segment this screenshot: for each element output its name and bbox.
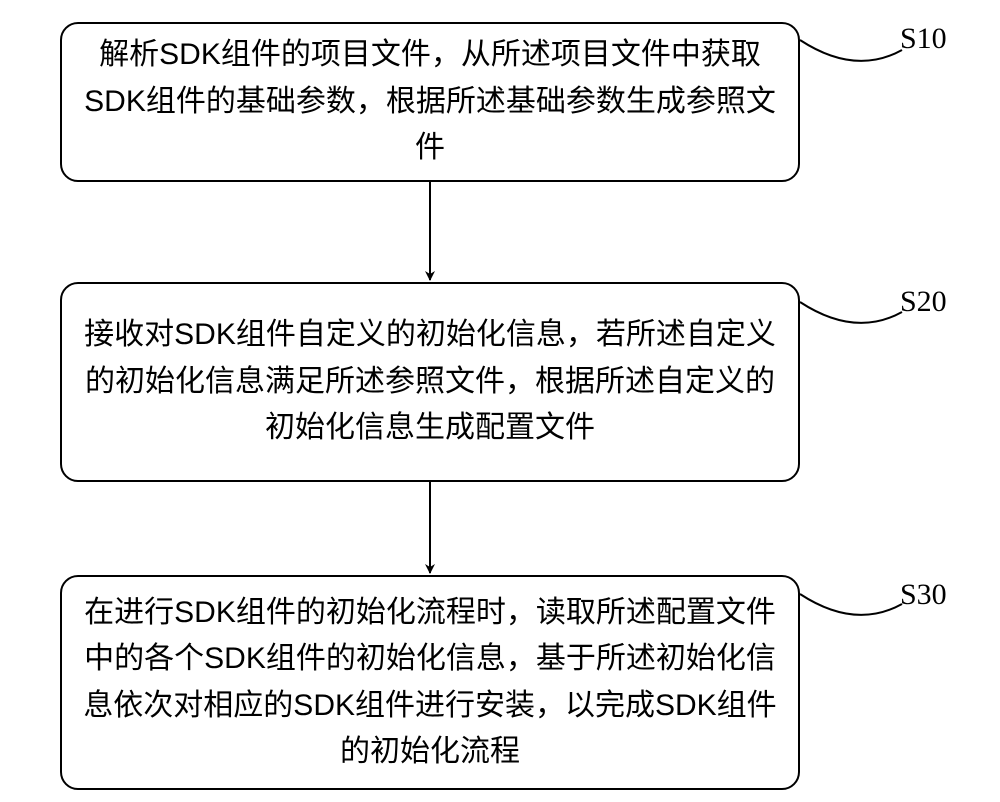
step-label-s20: S20 xyxy=(900,285,947,319)
flow-node-s20: 接收对SDK组件自定义的初始化信息，若所述自定义的初始化信息满足所述参照文件，根… xyxy=(60,282,800,482)
flow-node-s10: 解析SDK组件的项目文件，从所述项目文件中获取SDK组件的基础参数，根据所述基础… xyxy=(60,22,800,182)
step-label-s10: S10 xyxy=(900,22,947,56)
flow-node-s20-text: 接收对SDK组件自定义的初始化信息，若所述自定义的初始化信息满足所述参照文件，根… xyxy=(82,312,778,452)
flow-node-s10-text: 解析SDK组件的项目文件，从所述项目文件中获取SDK组件的基础参数，根据所述基础… xyxy=(82,32,778,172)
step-label-s30-text: S30 xyxy=(900,578,947,611)
flowchart-canvas: 解析SDK组件的项目文件，从所述项目文件中获取SDK组件的基础参数，根据所述基础… xyxy=(0,0,1000,802)
flow-node-s30-text: 在进行SDK组件的初始化流程时，读取所述配置文件中的各个SDK组件的初始化信息，… xyxy=(82,590,778,776)
flow-node-s30: 在进行SDK组件的初始化流程时，读取所述配置文件中的各个SDK组件的初始化信息，… xyxy=(60,575,800,790)
step-label-s10-text: S10 xyxy=(900,22,947,55)
step-label-s30: S30 xyxy=(900,578,947,612)
step-label-s20-text: S20 xyxy=(900,285,947,318)
